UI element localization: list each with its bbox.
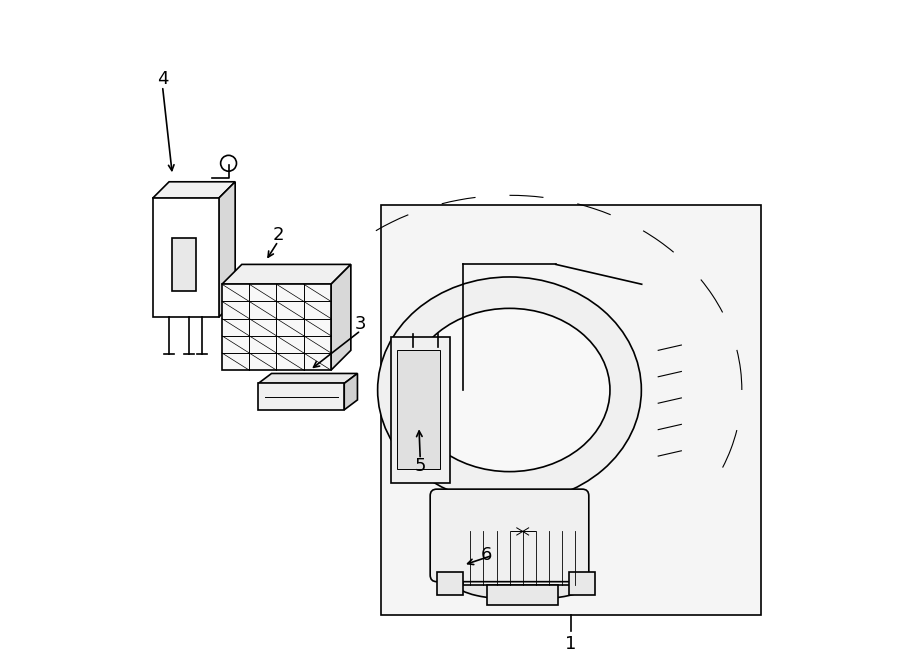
Polygon shape <box>344 373 357 410</box>
Bar <box>384 403 394 413</box>
Bar <box>391 337 450 483</box>
FancyBboxPatch shape <box>430 489 589 582</box>
Polygon shape <box>331 264 351 370</box>
Text: 6: 6 <box>481 546 492 564</box>
Polygon shape <box>153 182 235 198</box>
Text: 2: 2 <box>273 225 284 244</box>
Ellipse shape <box>378 277 642 503</box>
Bar <box>456 361 466 371</box>
Polygon shape <box>222 264 351 284</box>
Text: 5: 5 <box>415 457 426 475</box>
Bar <box>173 238 195 291</box>
Bar <box>487 585 558 605</box>
Bar <box>569 572 596 595</box>
Ellipse shape <box>505 526 541 537</box>
Polygon shape <box>219 182 235 317</box>
Bar <box>384 361 394 371</box>
Ellipse shape <box>409 308 610 472</box>
Ellipse shape <box>464 517 582 546</box>
Bar <box>436 572 464 595</box>
FancyBboxPatch shape <box>391 344 460 426</box>
Text: 1: 1 <box>565 635 576 654</box>
Ellipse shape <box>457 570 588 600</box>
Bar <box>456 403 466 413</box>
Bar <box>464 531 582 585</box>
Circle shape <box>421 385 429 393</box>
Bar <box>431 335 441 347</box>
Polygon shape <box>258 373 357 383</box>
Polygon shape <box>222 284 331 370</box>
Text: 4: 4 <box>157 70 168 89</box>
Bar <box>397 350 440 469</box>
Bar <box>407 335 416 347</box>
Ellipse shape <box>516 529 530 534</box>
Polygon shape <box>153 198 219 317</box>
Text: 3: 3 <box>355 315 366 333</box>
Bar <box>381 205 760 615</box>
Polygon shape <box>258 383 344 410</box>
